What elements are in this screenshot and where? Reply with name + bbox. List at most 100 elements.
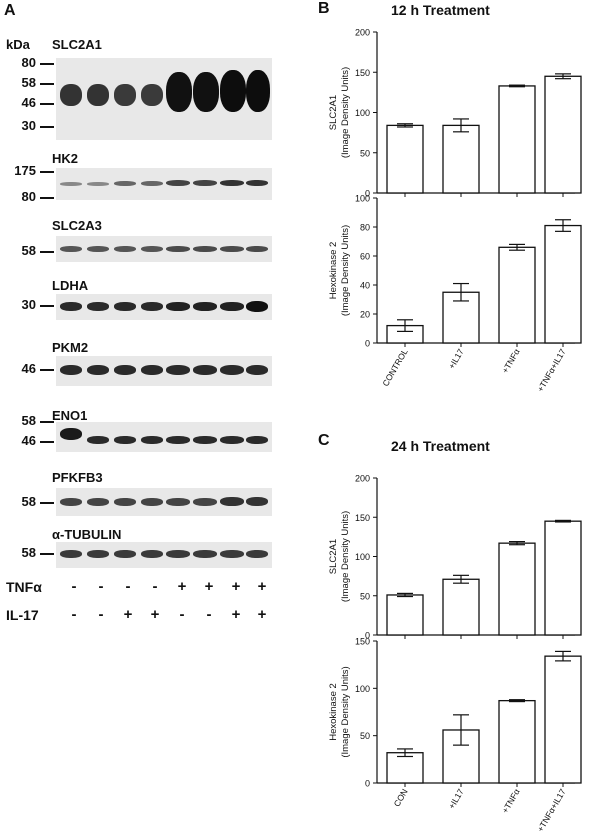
bar: [386, 752, 424, 784]
treatment-sign: +: [257, 606, 267, 623]
blot-slc2a3: [56, 236, 272, 262]
mw-tick: [40, 251, 54, 253]
mw-tick: [40, 63, 54, 65]
mw-marker: 175: [14, 163, 36, 178]
panel-a-letter: A: [4, 2, 16, 19]
bar: [544, 520, 582, 636]
treatment-sign: -: [125, 578, 131, 595]
mw-tick: [40, 553, 54, 555]
y-axis-label: SLC2A1: [328, 539, 339, 574]
treatment-label-tnfa: TNFα: [6, 579, 42, 595]
y-axis-label: (Image Density Units): [340, 511, 351, 602]
bar: [442, 578, 480, 636]
mw-tick: [40, 305, 54, 307]
treatment-sign: -: [71, 606, 77, 623]
treatment-sign: +: [257, 578, 267, 595]
y-tick-label: 40: [360, 281, 370, 291]
mw-tick: [40, 103, 54, 105]
y-axis-label: (Image Density Units): [340, 666, 351, 757]
y-axis-label: (Image Density Units): [340, 225, 351, 316]
y-axis-label: Hexokinase 2: [328, 683, 339, 741]
mw-tick: [40, 126, 54, 128]
y-tick-label: 100: [355, 684, 370, 694]
treatment-sign: -: [71, 578, 77, 595]
mw-marker: 58: [21, 494, 36, 509]
mw-marker: 46: [21, 95, 36, 110]
y-tick-label: 150: [355, 68, 370, 78]
mw-marker: 46: [21, 433, 36, 448]
mw-marker: 58: [21, 243, 36, 258]
y-tick-label: 150: [355, 637, 370, 647]
blot-slc2a1: [56, 58, 272, 140]
blot-label-pkm2: PKM2: [52, 340, 89, 355]
y-tick-label: 0: [365, 631, 370, 641]
treatment-label-il17: IL-17: [6, 607, 39, 623]
x-tick-label: +IL17: [446, 347, 466, 371]
blot-label-slc2a3: SLC2A3: [52, 218, 102, 233]
bar: [544, 75, 582, 194]
mw-marker: 30: [21, 297, 36, 312]
blot-label-hk2: HK2: [52, 151, 79, 166]
treatment-sign: -: [179, 606, 185, 623]
mw-tick: [40, 369, 54, 371]
y-tick-label: 100: [355, 108, 370, 118]
y-tick-label: 20: [360, 310, 370, 320]
mw-marker: 58: [21, 413, 36, 428]
y-tick-label: 100: [355, 194, 370, 204]
bar: [498, 699, 536, 784]
mw-marker: 58: [21, 75, 36, 90]
y-axis-label: (Image Density Units): [340, 67, 351, 158]
blot-pfkfb3: [56, 488, 272, 516]
blot-pkm2: [56, 356, 272, 386]
blot-label-slc2a1: SLC2A1: [52, 37, 102, 52]
bar: [544, 655, 582, 784]
blot-label-tubulin: α-TUBULIN: [52, 527, 122, 542]
bar: [498, 542, 536, 636]
treatment-sign: -: [152, 578, 158, 595]
blot-hk2: [56, 168, 272, 200]
bar: [386, 124, 424, 194]
mw-marker: 46: [21, 361, 36, 376]
y-tick-label: 50: [360, 591, 370, 601]
x-tick-label: +TNFα: [500, 347, 522, 375]
bar: [544, 224, 582, 344]
blot-eno1: [56, 422, 272, 452]
y-axis-label: Hexokinase 2: [328, 242, 339, 300]
bar: [498, 246, 536, 344]
treatment-sign: +: [150, 606, 160, 623]
blot-ldha: [56, 294, 272, 320]
mw-marker: 58: [21, 545, 36, 560]
blot-tubulin: [56, 542, 272, 568]
y-tick-label: 0: [365, 339, 370, 349]
panel-b-title: 12 h Treatment: [391, 2, 490, 18]
mw-marker: 80: [21, 189, 36, 204]
treatment-sign: +: [177, 578, 187, 595]
x-tick-label: CONTROL: [380, 347, 410, 388]
treatment-sign: -: [98, 606, 104, 623]
panel-b-letter: B: [318, 0, 330, 17]
treatment-sign: +: [123, 606, 133, 623]
y-tick-label: 0: [365, 779, 370, 789]
y-axis-label: SLC2A1: [328, 95, 339, 130]
blot-label-eno1: ENO1: [52, 408, 88, 423]
bar: [498, 85, 536, 194]
panel-c-letter: C: [318, 432, 330, 449]
mw-tick: [40, 197, 54, 199]
mw-tick: [40, 441, 54, 443]
mw-tick: [40, 421, 54, 423]
y-tick-label: 50: [360, 731, 370, 741]
panel-c-title: 24 h Treatment: [391, 438, 490, 454]
y-tick-label: 150: [355, 513, 370, 523]
mw-tick: [40, 502, 54, 504]
treatment-sign: -: [98, 578, 104, 595]
y-tick-label: 200: [355, 28, 370, 38]
y-tick-label: 50: [360, 148, 370, 158]
y-tick-label: 60: [360, 252, 370, 262]
x-tick-label: CON: [392, 787, 410, 808]
bar: [442, 124, 480, 194]
y-tick-label: 200: [355, 474, 370, 484]
blot-label-pfkfb3: PFKFB3: [52, 470, 103, 485]
x-tick-label: +TNFα+IL17: [535, 347, 568, 394]
treatment-sign: -: [206, 606, 212, 623]
